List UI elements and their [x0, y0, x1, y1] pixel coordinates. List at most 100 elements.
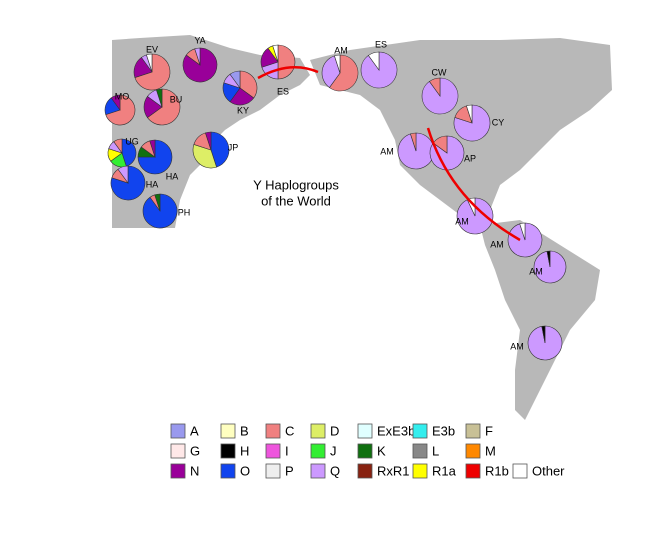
legend-label: ExE3b — [377, 423, 415, 438]
pie-slice — [239, 70, 258, 99]
legend-label: Q — [330, 463, 340, 478]
pie-label: MO — [115, 91, 130, 101]
legend-label: O — [240, 463, 250, 478]
legend-swatch — [512, 463, 528, 479]
pie-slice — [519, 222, 526, 241]
pie-label: UG — [125, 136, 139, 146]
pie-label: CY — [492, 117, 505, 127]
pie-slice — [410, 132, 417, 152]
pie: AM — [510, 325, 563, 361]
pie-label: PH — [178, 207, 191, 217]
pie: AM — [490, 222, 543, 258]
pie-slice — [205, 131, 212, 151]
legend-swatch — [220, 463, 236, 479]
legend-swatch — [220, 423, 236, 439]
pie: AP — [429, 135, 476, 171]
pie: AM — [380, 132, 435, 170]
pie: UG — [107, 136, 139, 168]
pie-label: ES — [277, 86, 289, 96]
pie-slice — [466, 104, 473, 124]
legend-swatch — [465, 463, 481, 479]
legend-label: B — [240, 423, 249, 438]
legend-label: C — [285, 423, 294, 438]
pie: AM — [455, 197, 494, 235]
south-america — [480, 220, 600, 420]
legend-label: D — [330, 423, 339, 438]
pie: CY — [453, 104, 505, 142]
pie-slice — [154, 193, 161, 212]
pie-label: ES — [375, 39, 387, 49]
legend-label: F — [485, 423, 493, 438]
pie-label: AM — [529, 266, 543, 276]
legend-swatch — [265, 423, 281, 439]
legend-label: P — [285, 463, 294, 478]
pie: AM — [529, 250, 567, 284]
pie: YA — [182, 35, 218, 83]
pie: ES — [360, 39, 398, 89]
migration-arrow — [257, 66, 319, 80]
pie-slice — [149, 139, 156, 158]
legend-label: G — [190, 443, 200, 458]
legend-label: A — [190, 423, 199, 438]
legend-label: K — [377, 443, 386, 458]
pie-slice — [334, 54, 341, 74]
legend-swatch — [310, 443, 326, 459]
legend-label: I — [285, 443, 289, 458]
legend-swatch — [170, 443, 186, 459]
legend-swatch — [265, 443, 281, 459]
pie-slice — [272, 44, 279, 63]
pie: BU — [143, 88, 183, 126]
pie-slice — [117, 165, 129, 184]
pie-slice — [192, 144, 217, 169]
pie-label: AM — [490, 239, 504, 249]
pie: KY — [222, 70, 258, 115]
legend-swatch — [220, 443, 236, 459]
legend-swatch — [465, 443, 481, 459]
legend-swatch — [357, 463, 373, 479]
pie-slice — [113, 138, 123, 154]
pie-label: AM — [334, 45, 348, 55]
pie-slice — [146, 53, 153, 73]
pie-slice — [541, 325, 546, 344]
legend-swatch — [310, 423, 326, 439]
legend-label: H — [240, 443, 249, 458]
map-title: Y Haplogroups — [253, 177, 339, 192]
pie: CW — [421, 67, 459, 115]
pie-slice — [368, 51, 380, 71]
pie-label: AP — [464, 153, 476, 163]
pie: HA — [137, 139, 179, 181]
pie-label: AM — [510, 341, 524, 351]
pie-slice — [429, 77, 441, 97]
legend-swatch — [357, 423, 373, 439]
pie: PH — [142, 193, 191, 229]
legend-label: J — [330, 443, 337, 458]
pie-label: HA — [146, 179, 159, 189]
pie-slice — [156, 88, 163, 108]
pie-label: AM — [455, 216, 469, 226]
pie-label: BU — [170, 94, 183, 104]
legend: A B C D ExE3b E3b F G H I J K L M N O P Q RxR1 R1a R1b Other — [170, 423, 565, 479]
pie-label: AM — [380, 146, 394, 156]
pie-slice — [210, 131, 230, 168]
legend-swatch — [170, 463, 186, 479]
legend-label: RxR1 — [377, 463, 410, 478]
map-title: of the World — [261, 193, 331, 208]
pie: JP — [192, 131, 238, 169]
pie-slice — [194, 47, 201, 66]
pie-slice — [329, 54, 359, 92]
pies: EV YA KY ES AM ES CW CY AM AP AM AM AM AM BU MO UG HA HA JP… — [104, 35, 567, 361]
legend-label: R1b — [485, 463, 509, 478]
pie-label: HA — [166, 171, 179, 181]
pie: AM — [321, 45, 359, 92]
pie-slice — [277, 44, 296, 80]
pie-slice — [110, 94, 121, 111]
legend-swatch — [465, 423, 481, 439]
pie: HA — [110, 165, 159, 201]
pie-slice — [134, 53, 171, 91]
legend-swatch — [310, 463, 326, 479]
pie-slice — [546, 250, 551, 268]
legend-swatch — [357, 443, 373, 459]
legend-label: M — [485, 443, 496, 458]
